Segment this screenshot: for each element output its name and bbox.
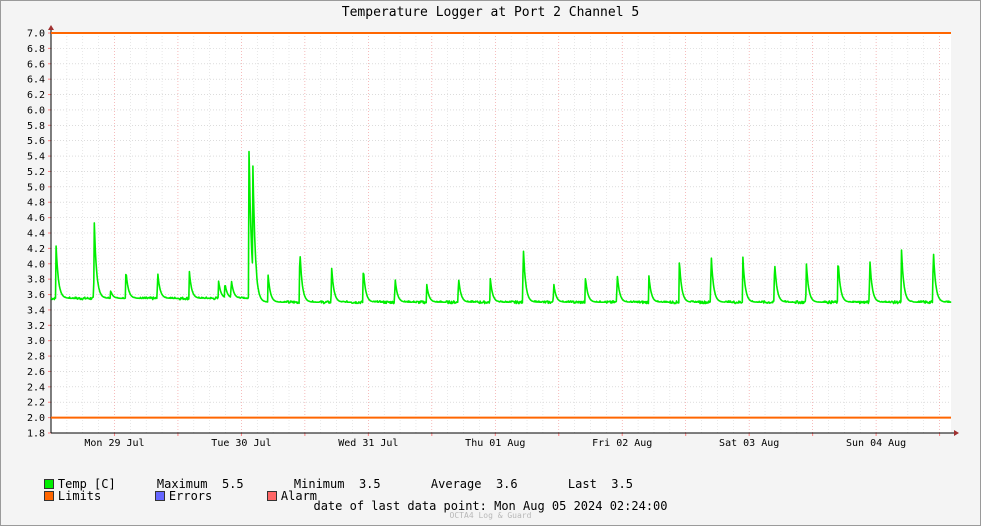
y-tick-label: 4.8 xyxy=(27,198,45,209)
legend-last: Last 3.5 xyxy=(539,463,633,505)
y-tick-label: 4.6 xyxy=(27,213,45,224)
y-tick-label: 6.4 xyxy=(27,75,45,86)
x-tick-label: Mon 29 Jul xyxy=(84,438,144,449)
y-tick-label: 5.6 xyxy=(27,136,45,147)
legend-temp: Temp [C] xyxy=(15,463,116,505)
errors-swatch-icon xyxy=(154,491,165,501)
last-label: Last xyxy=(567,477,597,491)
y-tick-label: 3.0 xyxy=(27,336,45,347)
minimum-label: Minimum xyxy=(293,477,345,491)
legend-minimum: Minimum 3.5 xyxy=(265,463,381,505)
x-tick-label: Sat 03 Aug xyxy=(719,438,779,449)
average-value: 3.6 xyxy=(495,477,518,491)
y-tick-label: 5.2 xyxy=(27,167,45,178)
y-tick-label: 4.0 xyxy=(27,259,45,270)
y-tick-label: 6.0 xyxy=(27,105,45,116)
chart-title: Temperature Logger at Port 2 Channel 5 xyxy=(341,5,640,20)
y-tick-label: 3.6 xyxy=(27,290,45,301)
legend-temp-label: Temp [C] xyxy=(57,477,116,491)
y-tick-label: 2.6 xyxy=(27,367,45,378)
temp-series-line xyxy=(50,150,952,305)
y-tick-label: 3.8 xyxy=(27,275,45,286)
legend-average: Average 3.6 xyxy=(402,463,518,505)
x-tick-label: Thu 01 Aug xyxy=(465,438,525,449)
legend-limits: Limits xyxy=(15,475,101,517)
y-tick-label: 5.8 xyxy=(27,121,45,132)
y-tick-label: 4.2 xyxy=(27,244,45,255)
y-tick-label: 6.6 xyxy=(27,59,45,70)
x-axis-arrow-icon xyxy=(954,430,959,436)
credit-watermark: OCTA4 Log & Guard xyxy=(449,511,532,520)
y-tick-label: 2.0 xyxy=(27,413,45,424)
x-tick-label: Tue 30 Jul xyxy=(211,438,271,449)
average-label: Average xyxy=(430,477,482,491)
x-tick-label: Sun 04 Aug xyxy=(846,438,906,449)
y-tick-label: 5.0 xyxy=(27,182,45,193)
y-tick-label: 2.4 xyxy=(27,382,45,393)
y-tick-label: 1.8 xyxy=(27,429,45,440)
y-axis-arrow-icon xyxy=(48,25,54,30)
x-tick-label: Wed 31 Jul xyxy=(338,438,398,449)
last-value: 3.5 xyxy=(611,477,633,491)
legend-errors-label: Errors xyxy=(168,489,213,503)
maximum-label: Maximum xyxy=(156,477,208,491)
y-tick-label: 2.8 xyxy=(27,352,45,363)
minimum-value: 3.5 xyxy=(358,477,381,491)
legend-alarm-label: Alarm xyxy=(280,489,318,503)
y-tick-label: 7.0 xyxy=(27,29,45,40)
legend-maximum: Maximum 5.5 xyxy=(128,463,244,505)
y-tick-label: 3.2 xyxy=(27,321,45,332)
legend-alarm: Alarm xyxy=(238,475,317,517)
legend-limits-label: Limits xyxy=(57,489,102,503)
legend-errors: Errors xyxy=(126,475,212,517)
y-tick-label: 4.4 xyxy=(27,229,45,240)
maximum-value: 5.5 xyxy=(221,477,244,491)
y-tick-label: 2.2 xyxy=(27,398,45,409)
y-tick-label: 6.8 xyxy=(27,44,45,55)
limits-swatch-icon xyxy=(43,491,54,501)
x-tick-label: Fri 02 Aug xyxy=(592,438,652,449)
y-tick-label: 6.2 xyxy=(27,90,45,101)
alarm-swatch-icon xyxy=(266,491,277,501)
y-tick-label: 5.4 xyxy=(27,152,45,163)
y-tick-label: 3.4 xyxy=(27,305,45,316)
temp-swatch-icon xyxy=(43,479,54,489)
last-data-point: date of last data point: Mon Aug 05 2024… xyxy=(313,499,668,513)
